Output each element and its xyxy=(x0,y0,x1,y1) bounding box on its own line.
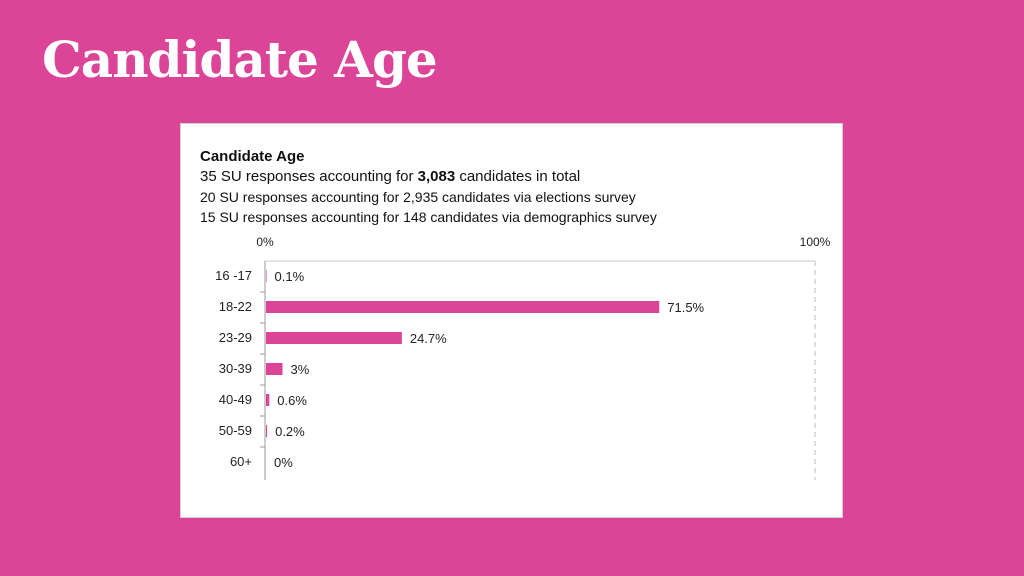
bar xyxy=(266,270,267,282)
bar xyxy=(266,301,660,313)
data-label: 0% xyxy=(274,455,293,470)
subtitle-total-count: 3,083 xyxy=(417,168,456,185)
data-label: 24.7% xyxy=(410,331,447,346)
category-label: 50-59 xyxy=(219,423,252,438)
category-label: 30-39 xyxy=(219,361,252,376)
bar xyxy=(266,332,402,344)
chart-subtitle-demographics: 15 SU responses accounting for 148 candi… xyxy=(200,209,657,225)
chart-subtitle-total: 35 SU responses accounting for 3,083 can… xyxy=(200,167,657,187)
category-label: 18-22 xyxy=(219,299,252,314)
category-label: 60+ xyxy=(230,454,252,469)
bar xyxy=(266,363,283,375)
chart-title: Candidate Age xyxy=(200,148,305,165)
chart-header: Candidate Age 35 SU responses accounting… xyxy=(200,147,657,227)
data-label: 71.5% xyxy=(667,300,704,315)
data-label: 0.1% xyxy=(275,269,305,284)
subtitle-suffix: candidates in total xyxy=(455,168,581,185)
bar xyxy=(266,425,268,437)
slide-title: Candidate Age xyxy=(42,30,438,89)
chart-card: Candidate Age 35 SU responses accounting… xyxy=(180,123,843,518)
chart-subtitle-elections: 20 SU responses accounting for 2,935 can… xyxy=(200,189,636,205)
data-label: 0.2% xyxy=(275,424,305,439)
data-label: 3% xyxy=(291,362,310,377)
bar-chart: 0% 100% 16 -17 0.1% 18-22 71.5% 23-29 24.7% 30-3… xyxy=(215,235,831,480)
category-label: 16 -17 xyxy=(215,268,252,283)
category-label: 40-49 xyxy=(219,392,252,407)
x-axis-min-label: 0% xyxy=(256,235,274,249)
bar xyxy=(266,394,270,406)
data-label: 0.6% xyxy=(277,393,307,408)
x-axis-max-label: 100% xyxy=(800,235,831,249)
category-label: 23-29 xyxy=(219,330,252,345)
subtitle-prefix: 35 SU responses accounting for xyxy=(200,168,418,185)
